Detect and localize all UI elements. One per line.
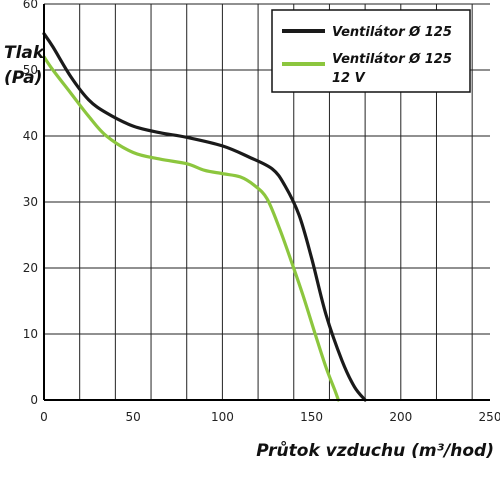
legend-box [271,9,471,93]
legend-label-series-1: Ventilátor Ø 125 [332,25,452,40]
x-tick-label: 250 [479,410,500,424]
y-tick-label: 0 [30,393,38,407]
y-tick-label: 30 [23,195,38,209]
series-line-2 [42,55,340,402]
x-tick-label: 200 [389,410,412,424]
y-axis-title-line1: Tlak [4,43,46,63]
legend: Ventilátor Ø 125 Ventilátor Ø 125 12 V [271,9,471,93]
y-tick-label: 40 [23,129,38,143]
y-tick-label: 60 [23,0,38,11]
x-tick-label: 0 [40,410,48,424]
series-line-1 [42,32,367,402]
y-tick-label: 20 [23,261,38,275]
y-tick-label: 10 [23,327,38,341]
x-axis-title: Průtok vzduchu (m³/hod) [256,440,494,461]
y-tick-label: 50 [23,63,38,77]
axes [43,4,490,401]
x-tick-label: 150 [300,410,323,424]
y-axis-title-line2: (Pa) [4,68,42,88]
tick-labels: 0 50 100 150 200 250 0 10 20 30 40 50 60 [23,0,500,424]
x-tick-label: 100 [211,410,234,424]
x-tick-label: 50 [126,410,141,424]
series-layer [42,32,367,402]
legend-label-series-2-line1: Ventilátor Ø 125 [332,52,452,67]
legend-label-series-2-line2: 12 V [332,71,366,86]
